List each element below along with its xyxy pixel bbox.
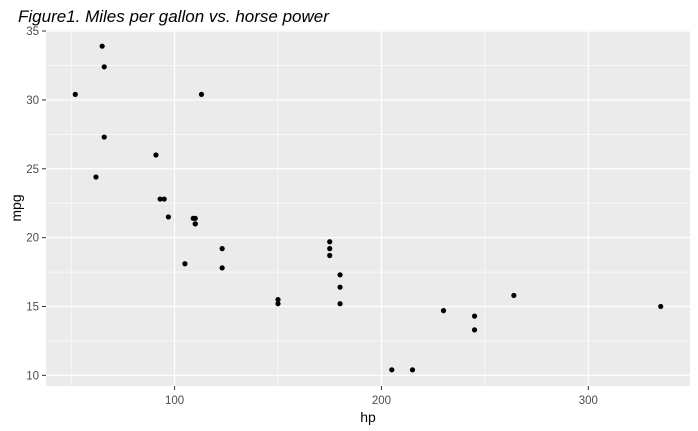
x-tick-label: 100 xyxy=(165,395,184,407)
data-point xyxy=(198,91,205,97)
data-point xyxy=(219,246,225,252)
data-point xyxy=(182,261,188,267)
y-tick-label: 35 xyxy=(26,26,39,38)
y-tick-label: 20 xyxy=(26,233,39,245)
data-points xyxy=(72,43,664,373)
plot-panel xyxy=(46,30,690,386)
data-point xyxy=(337,272,343,278)
data-point xyxy=(337,301,343,307)
x-axis: 100 200 300 xyxy=(165,386,598,407)
data-point xyxy=(161,196,167,202)
y-tick-label: 15 xyxy=(26,301,39,313)
data-point xyxy=(337,284,343,290)
y-axis: 10 15 20 25 30 35 xyxy=(26,26,46,382)
data-point xyxy=(511,292,517,299)
data-point xyxy=(409,367,416,373)
data-point xyxy=(327,239,333,245)
data-point xyxy=(157,196,163,202)
data-point xyxy=(658,303,664,310)
data-point xyxy=(219,265,225,271)
data-point xyxy=(99,43,105,49)
x-axis-title: hp xyxy=(360,409,376,425)
x-tick-label: 200 xyxy=(372,395,391,407)
data-point xyxy=(471,327,478,333)
y-tick-label: 10 xyxy=(26,370,39,382)
data-point xyxy=(192,221,198,227)
data-point xyxy=(275,296,281,303)
data-point xyxy=(153,152,159,158)
data-point xyxy=(327,246,333,252)
data-point xyxy=(190,215,196,221)
data-point xyxy=(327,252,333,259)
y-tick-label: 30 xyxy=(26,95,39,107)
data-point xyxy=(72,91,78,97)
data-point xyxy=(440,307,447,314)
y-tick-label: 25 xyxy=(26,164,39,176)
data-point xyxy=(101,64,107,70)
data-point xyxy=(93,174,99,180)
grid-major xyxy=(46,30,690,386)
x-tick-label: 300 xyxy=(579,395,598,407)
data-point xyxy=(275,301,281,307)
data-point xyxy=(165,214,171,220)
data-point xyxy=(471,313,478,319)
chart-title: Figure1. Miles per gallon vs. horse powe… xyxy=(18,7,330,26)
data-point xyxy=(101,134,107,140)
data-point xyxy=(389,367,395,373)
y-axis-title: mpg xyxy=(8,194,24,221)
grid-minor xyxy=(46,30,690,386)
